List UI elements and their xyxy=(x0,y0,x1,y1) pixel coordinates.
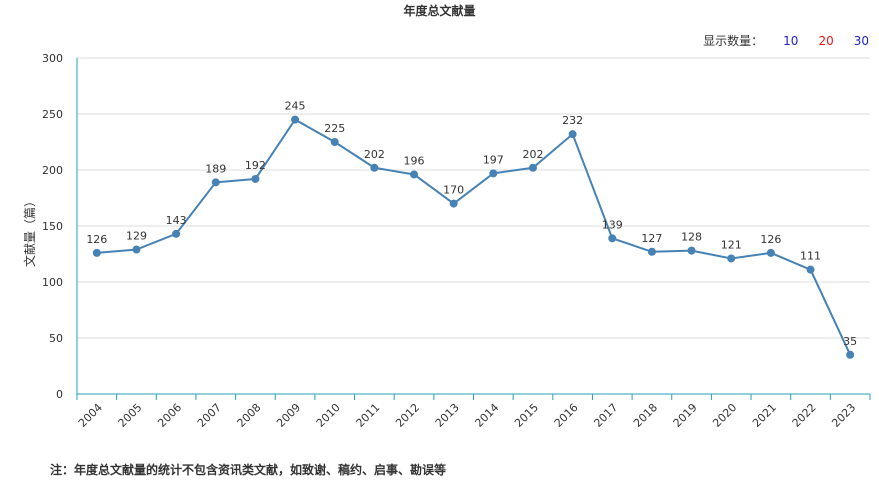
data-label: 126 xyxy=(760,233,781,246)
data-point[interactable] xyxy=(727,254,736,263)
x-tick-label: 2020 xyxy=(710,401,739,430)
data-point[interactable] xyxy=(330,138,339,146)
data-point[interactable] xyxy=(608,234,617,243)
x-tick-label: 2008 xyxy=(235,401,264,430)
data-point[interactable] xyxy=(766,248,775,257)
count-option-30[interactable]: 30 xyxy=(853,33,869,48)
data-point[interactable] xyxy=(92,248,101,257)
data-point[interactable] xyxy=(172,229,181,238)
y-tick-label: 0 xyxy=(56,388,63,401)
data-label: 232 xyxy=(562,114,583,127)
x-tick-label: 2005 xyxy=(116,401,145,430)
data-point[interactable] xyxy=(410,170,419,179)
count-option-10[interactable]: 10 xyxy=(783,33,799,48)
axes: 0 50 100 150 200 250 300 2004 2005 2006 2007 2008 20… xyxy=(22,52,871,430)
y-tick-label: 200 xyxy=(42,164,63,177)
x-tick-label: 2013 xyxy=(433,401,462,430)
x-tick-label: 2006 xyxy=(155,401,184,430)
x-tick-label: 2004 xyxy=(76,401,105,430)
x-tick-label: 2014 xyxy=(472,401,501,430)
count-option-20[interactable]: 20 xyxy=(818,33,834,48)
x-tick-label: 2007 xyxy=(195,401,224,430)
count-selector: 显示数量： 10 20 30 xyxy=(703,32,869,49)
data-label: 129 xyxy=(126,230,147,243)
x-tick-label: 2015 xyxy=(512,401,541,430)
data-label: 202 xyxy=(522,148,543,161)
data-point[interactable] xyxy=(211,178,220,187)
data-label: 35 xyxy=(843,335,857,348)
grid-lines xyxy=(77,57,870,339)
x-tick-label: 2023 xyxy=(829,401,858,430)
count-selector-label: 显示数量： xyxy=(703,34,764,48)
series xyxy=(92,115,855,359)
x-tick-label: 2021 xyxy=(750,401,779,430)
data-point[interactable] xyxy=(132,245,141,254)
x-tick-label: 2011 xyxy=(354,401,383,430)
data-point[interactable] xyxy=(449,199,458,208)
x-tick-label: 2016 xyxy=(552,401,581,430)
data-point[interactable] xyxy=(568,130,577,139)
data-labels: 126 129 143 189 192 245 225 202 196 170 197 202 232 1… xyxy=(86,100,857,348)
data-point[interactable] xyxy=(251,174,260,183)
data-label: 128 xyxy=(681,231,702,244)
data-label: 143 xyxy=(166,214,187,227)
x-tick-label: 2018 xyxy=(631,401,660,430)
x-tick-label: 2009 xyxy=(274,401,303,430)
data-label: 139 xyxy=(602,218,623,231)
data-label: 111 xyxy=(800,250,821,263)
x-tick-label: 2019 xyxy=(671,401,700,430)
data-label: 202 xyxy=(364,148,385,161)
data-label: 225 xyxy=(324,122,345,135)
y-tick-label: 150 xyxy=(42,220,63,233)
y-tick-label: 50 xyxy=(49,332,63,345)
data-point[interactable] xyxy=(291,115,300,124)
x-tick-label: 2010 xyxy=(314,401,343,430)
y-axis-title: 文献量（篇） xyxy=(22,195,37,267)
chart-title: 年度总文献量 xyxy=(403,4,476,18)
data-point[interactable] xyxy=(647,247,656,256)
data-label: 127 xyxy=(641,232,662,245)
y-tick-label: 250 xyxy=(42,108,63,121)
data-label: 196 xyxy=(404,154,425,167)
x-tick-label: 2017 xyxy=(591,401,620,430)
data-label: 126 xyxy=(86,233,107,246)
line-chart: 0 50 100 150 200 250 300 2004 2005 2006 2007 2008 20… xyxy=(22,52,871,430)
data-point[interactable] xyxy=(489,169,498,178)
data-point[interactable] xyxy=(806,265,815,274)
data-point[interactable] xyxy=(528,163,537,172)
y-tick-label: 100 xyxy=(42,276,63,289)
x-tick-label: 2022 xyxy=(790,401,819,430)
data-point[interactable] xyxy=(846,350,855,359)
data-point[interactable] xyxy=(370,163,379,172)
data-label: 189 xyxy=(205,162,226,175)
data-label: 245 xyxy=(285,100,306,113)
data-label: 170 xyxy=(443,184,464,197)
x-tick-label: 2012 xyxy=(393,401,422,430)
data-label: 197 xyxy=(483,153,504,166)
data-point[interactable] xyxy=(687,246,696,255)
data-label: 121 xyxy=(721,238,742,251)
series-line xyxy=(96,118,852,356)
data-label: 192 xyxy=(245,159,266,172)
footnote: 注：年度总文献量的统计不包含资讯类文献，如致谢、稿约、启事、勘误等 xyxy=(50,463,447,477)
y-tick-label: 300 xyxy=(42,52,63,65)
